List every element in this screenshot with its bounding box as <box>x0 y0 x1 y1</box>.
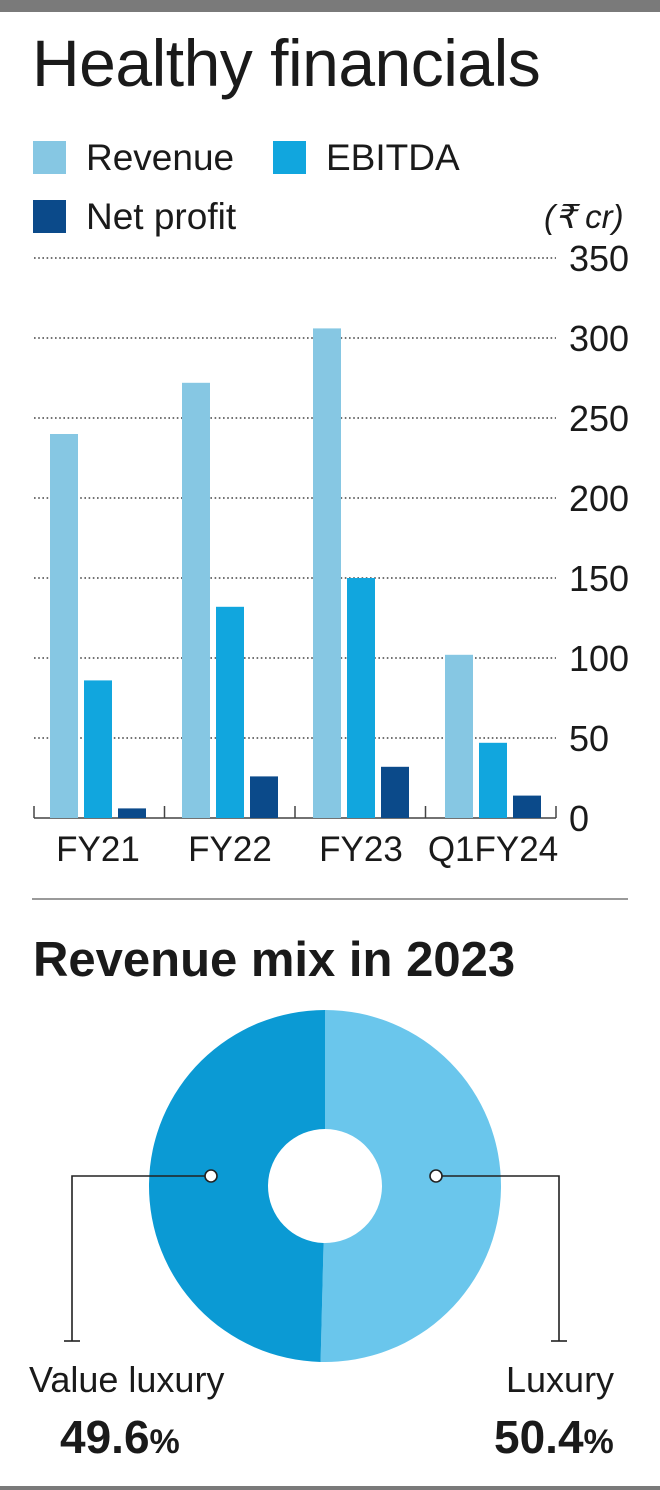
leader-dot <box>429 1169 443 1183</box>
bar-chart: 0 50 100 150 200 250 300 350 FY21 FY22 FY23 Q1FY24 <box>33 238 629 869</box>
leader-line-value-luxury <box>71 1175 211 1341</box>
x-tick-label: FY21 <box>56 830 140 869</box>
bar-revenue <box>50 434 78 818</box>
legend-swatch-ebitda <box>273 141 306 174</box>
y-tick-label: 200 <box>569 478 629 519</box>
x-tick-label: Q1FY24 <box>428 830 558 869</box>
slice-label-value-luxury: Value luxury <box>29 1359 225 1400</box>
donut-slice-luxury <box>320 1010 501 1363</box>
y-tick-label: 50 <box>569 718 609 759</box>
leader-dot <box>204 1169 218 1183</box>
y-tick-label: 150 <box>569 558 629 599</box>
bar-net-profit <box>513 795 541 818</box>
y-tick-label: 100 <box>569 638 629 679</box>
legend-swatch-net-profit <box>33 200 66 233</box>
slice-value-value-luxury: 49.6% <box>60 1414 180 1460</box>
top-rule <box>0 0 660 12</box>
percent-sign: % <box>149 1423 180 1461</box>
legend-item-net-profit: Net profit <box>33 198 236 235</box>
legend-label-revenue: Revenue <box>86 137 235 178</box>
chart-title: Healthy financials <box>32 26 541 100</box>
y-tick-label: 0 <box>569 798 589 839</box>
section-divider <box>32 898 628 900</box>
leader-line-luxury <box>436 1175 560 1341</box>
bar-ebitda <box>479 742 507 818</box>
legend-item-revenue: Revenue <box>33 139 234 176</box>
donut-slice-value-luxury <box>148 1010 325 1362</box>
legend-swatch-revenue <box>33 141 66 174</box>
slice-value-luxury: 50.4% <box>494 1414 614 1460</box>
y-tick-label: 300 <box>569 318 629 359</box>
bottom-rule <box>0 1486 660 1490</box>
bar-net-profit <box>118 808 146 818</box>
slice-number-value-luxury: 49.6 <box>60 1411 150 1463</box>
x-tick-label: FY23 <box>319 830 403 869</box>
bar-revenue <box>182 382 210 818</box>
slice-number-luxury: 50.4 <box>494 1411 584 1463</box>
bar-net-profit <box>250 776 278 818</box>
percent-sign: % <box>583 1423 614 1461</box>
bar-net-profit <box>381 766 409 818</box>
legend-label-ebitda: EBITDA <box>326 137 460 178</box>
bar-revenue <box>313 328 341 818</box>
y-tick-label: 250 <box>569 398 629 439</box>
x-tick-label: FY22 <box>188 830 272 869</box>
slice-label-luxury: Luxury <box>506 1359 615 1400</box>
bar-ebitda <box>84 680 112 818</box>
unit-label: (₹ cr) <box>544 198 624 235</box>
bar-revenue <box>445 654 473 818</box>
y-tick-label: 350 <box>569 238 629 279</box>
bar-ebitda <box>216 606 244 818</box>
pie-title: Revenue mix in 2023 <box>33 933 516 987</box>
bar-ebitda <box>347 578 375 818</box>
legend-item-ebitda: EBITDA <box>273 139 460 176</box>
legend-label-net-profit: Net profit <box>86 196 237 237</box>
